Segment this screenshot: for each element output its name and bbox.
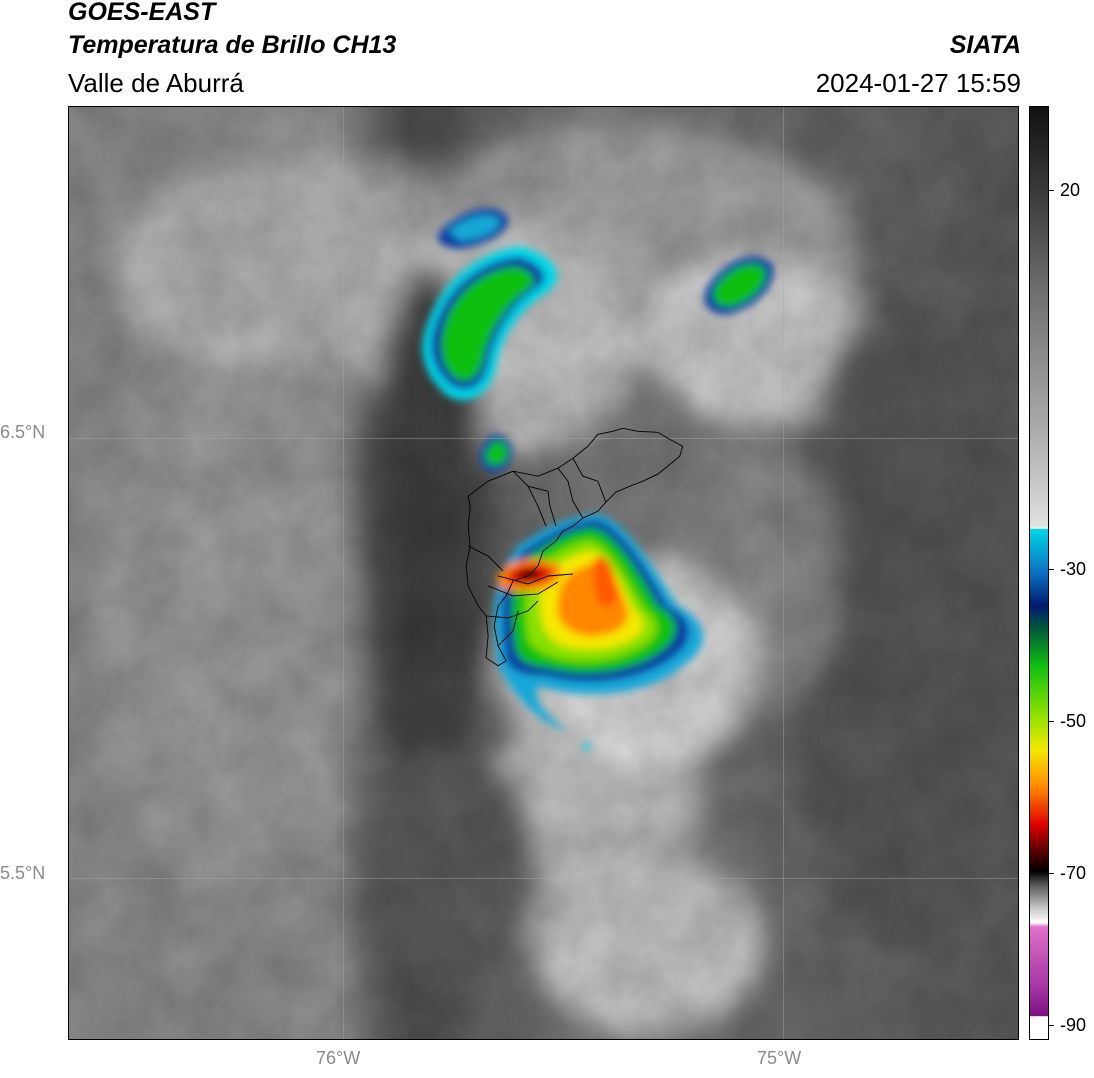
satellite-title: GOES-EAST <box>68 0 216 26</box>
colorbar-tick-label: 20 <box>1060 179 1081 200</box>
gridlines <box>69 107 1018 1039</box>
lon-label-76w: 76°W <box>316 1048 361 1068</box>
temperature-colorbar <box>1029 106 1049 1040</box>
valle-de-aburra-boundaries <box>465 427 684 667</box>
colorbar-tick-mark <box>1049 872 1054 874</box>
lat-label-6-5: 6.5°N <box>0 422 46 442</box>
colorbar-tick-label: -70 <box>1060 862 1087 883</box>
region-subtitle: Valle de Aburrá <box>68 68 244 98</box>
colorbar-tick-label: -90 <box>1060 1014 1087 1035</box>
satellite-map <box>68 106 1019 1040</box>
colorbar-tick-mark <box>1049 189 1054 191</box>
product-title: Temperatura de Brillo CH13 <box>68 31 397 59</box>
colorbar-tick-label: -30 <box>1060 559 1087 580</box>
colorbar-tick-label: -50 <box>1060 711 1087 732</box>
lat-label-5-5: 5.5°N <box>0 863 46 883</box>
source-label: SIATA <box>949 31 1021 59</box>
brightness-temperature-field <box>69 107 1018 1039</box>
colorbar-tick-mark <box>1049 569 1054 571</box>
colorbar-tick-mark <box>1049 721 1054 723</box>
colorbar-tick-mark <box>1049 1024 1054 1026</box>
lon-label-75w: 75°W <box>757 1048 802 1068</box>
timestamp: 2024-01-27 15:59 <box>815 68 1021 98</box>
